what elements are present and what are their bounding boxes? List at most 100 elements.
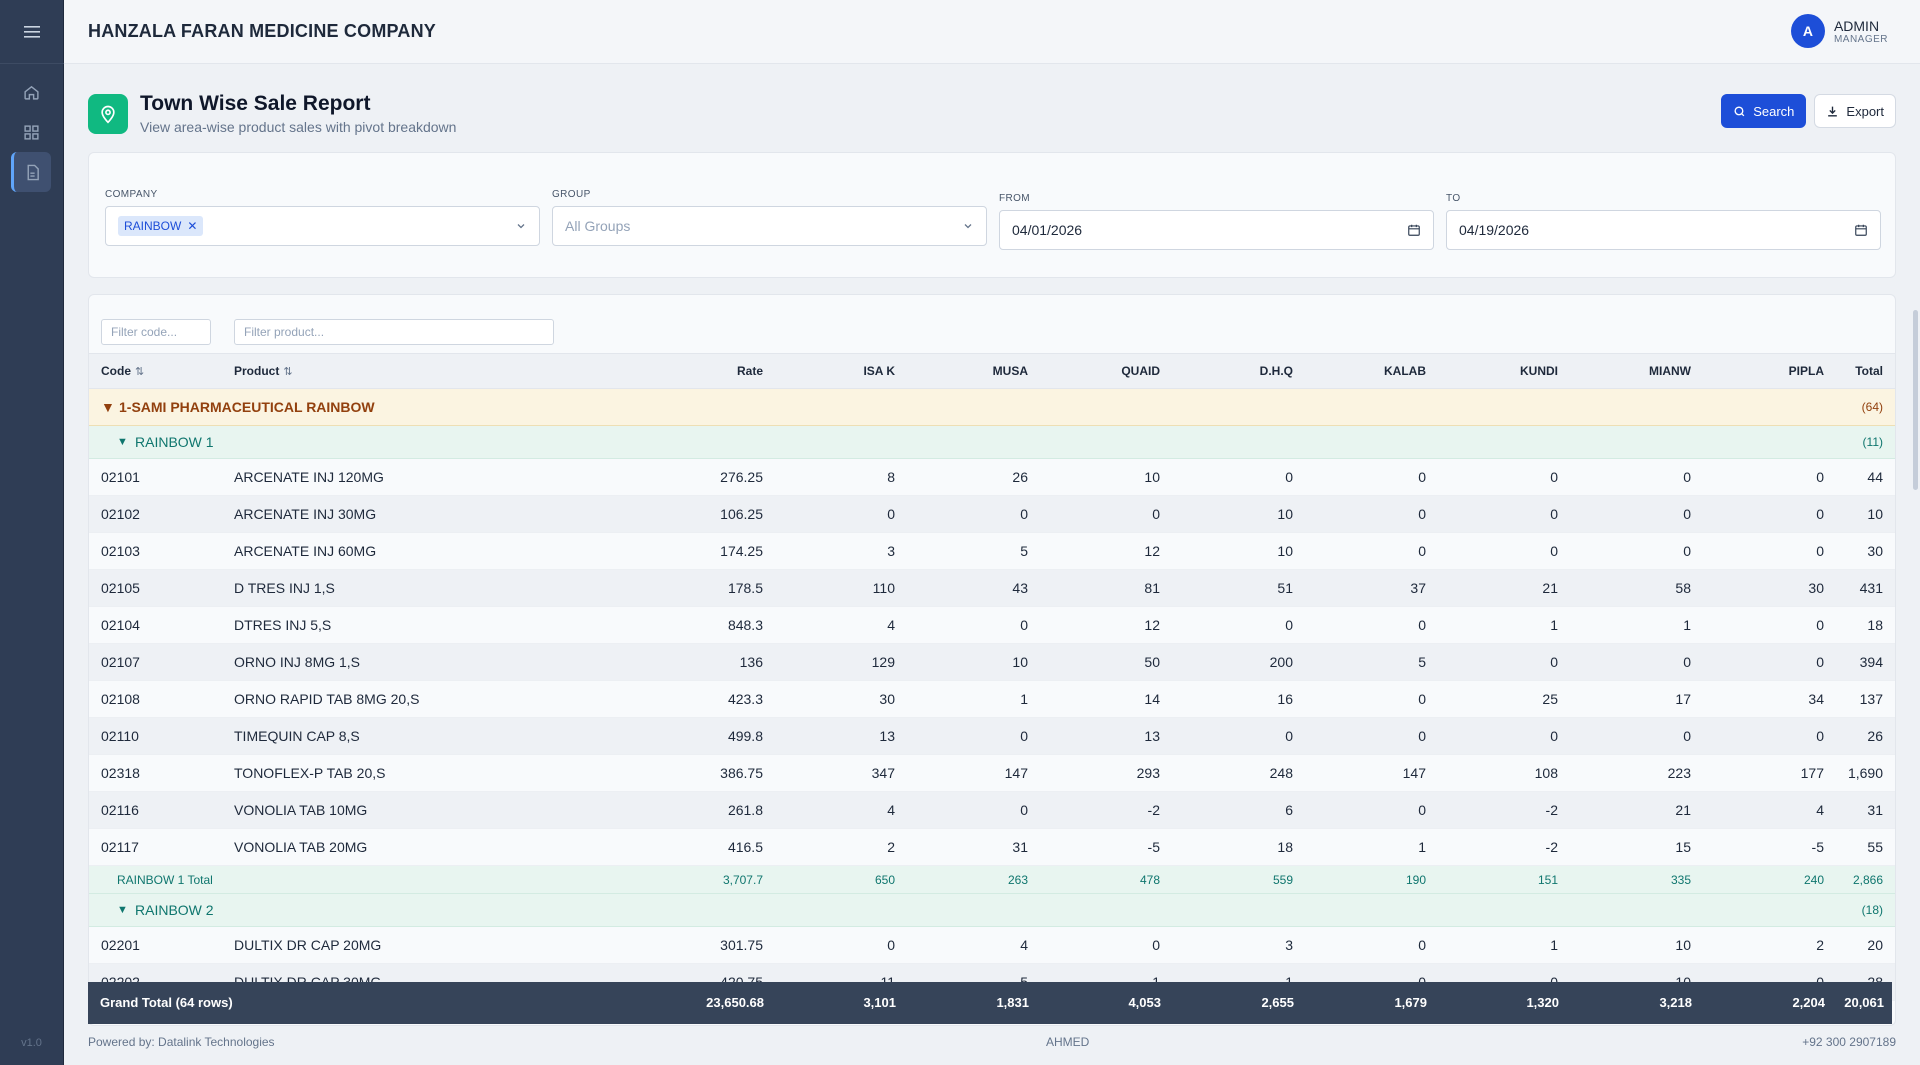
header-total: Total (1855, 364, 1883, 378)
company-chip-label: RAINBOW (124, 219, 182, 233)
table-row[interactable]: 02117 VONOLIA TAB 20MG 416.5 2 31 -5 18 1 -2 15 -5… (89, 829, 1895, 866)
cell-total: 31 (1867, 802, 1883, 818)
calendar-icon[interactable] (1854, 223, 1868, 237)
filter-product-input[interactable]: Filter product... (234, 319, 554, 345)
cell-total: 10 (1867, 506, 1883, 522)
company-group-row[interactable]: ▼ 1-SAMI PHARMACEUTICAL RAINBOW (64) (89, 389, 1895, 426)
cell-isak: 8 (887, 469, 895, 485)
group-name: RAINBOW 2 (135, 902, 214, 918)
cell-product: D TRES INJ 1,S (234, 580, 335, 596)
cell-kundi: 1 (1550, 937, 1558, 953)
cell-product: ORNO RAPID TAB 8MG 20,S (234, 691, 420, 707)
grand-total-label: Grand Total (64 rows) (100, 995, 233, 1010)
table-row[interactable]: 02318 TONOFLEX-P TAB 20,S 386.75 347 147 293 2… (89, 755, 1895, 792)
cell-isak: 347 (871, 765, 895, 781)
calendar-icon[interactable] (1407, 223, 1421, 237)
header-product[interactable]: Product ⇅ (234, 364, 293, 378)
download-icon (1828, 106, 1838, 117)
table-row[interactable]: 02201 DULTIX DR CAP 20MG 301.75 0 4 0 3 0 1 10 2 20 (89, 927, 1895, 964)
cell-isak: 2 (887, 839, 895, 855)
search-icon (1734, 105, 1745, 116)
table-row[interactable]: 02107 ORNO INJ 8MG 1,S 136 129 10 50 200 5 0 0 0 39… (89, 644, 1895, 681)
table-row[interactable]: 02116 VONOLIA TAB 10MG 261.8 4 0 -2 6 0 -2 21 4 31 (89, 792, 1895, 829)
cell-total: 394 (1859, 654, 1883, 670)
cell-musa: 0 (1020, 802, 1028, 818)
cell-rate: 499.8 (727, 728, 763, 744)
sidebar-item-dashboard[interactable] (12, 112, 52, 152)
sidebar: v1.0 (0, 0, 64, 1065)
cell-pipla: 0 (1816, 617, 1824, 633)
cell-kalab: 0 (1418, 728, 1426, 744)
table-row[interactable]: 02108 ORNO RAPID TAB 8MG 20,S 423.3 30 1 14 16… (89, 681, 1895, 718)
sort-icon[interactable]: ⇅ (135, 366, 145, 378)
cell-total: 1,690 (1847, 765, 1883, 781)
cell-pipla: 0 (1816, 469, 1824, 485)
collapse-triangle-icon[interactable]: ▼ (101, 399, 115, 415)
cell-mianw: 1 (1683, 617, 1691, 633)
chip-remove-icon[interactable]: ✕ (187, 219, 198, 233)
group-name: RAINBOW 1 (135, 434, 214, 450)
cell-product: ARCENATE INJ 60MG (234, 543, 377, 559)
cell-quaid: 13 (1144, 728, 1160, 744)
table-row[interactable]: 02110 TIMEQUIN CAP 8,S 499.8 13 0 13 0 0 0 0 0 26 (89, 718, 1895, 755)
user-menu[interactable]: A ADMIN MANAGER (1790, 14, 1888, 48)
cell-quaid: 10 (1144, 469, 1160, 485)
grand-total-musa: 1,831 (996, 995, 1029, 1010)
cell-code: 02108 (101, 691, 140, 707)
cell-product: TONOFLEX-P TAB 20,S (234, 765, 386, 781)
cell-rate: 106.25 (720, 506, 763, 522)
sidebar-item-reports[interactable] (10, 152, 51, 192)
collapse-triangle-icon[interactable]: ▼ (117, 904, 128, 916)
cell-mianw: 0 (1683, 543, 1691, 559)
header-code[interactable]: Code ⇅ (101, 364, 145, 378)
table-row[interactable]: 02102 ARCENATE INJ 30MG 106.25 0 0 0 10 0 0 0 0 10 (89, 496, 1895, 533)
company-chip[interactable]: RAINBOW ✕ (118, 216, 204, 236)
cell-mianw: 58 (1675, 580, 1691, 596)
cell-pipla: 0 (1816, 543, 1824, 559)
cell-total: 18 (1867, 617, 1883, 633)
export-button[interactable]: Export (1814, 94, 1896, 128)
collapse-triangle-icon[interactable]: ▼ (117, 436, 128, 448)
cell-musa: 0 (1020, 617, 1028, 633)
table-row[interactable]: 02101 ARCENATE INJ 120MG 276.25 8 26 10 0 0 0 0 0 4… (89, 459, 1895, 496)
subtotal-kalab: 190 (1405, 872, 1426, 887)
cell-isak: 30 (879, 691, 895, 707)
table-row[interactable]: 02103 ARCENATE INJ 60MG 174.25 3 5 12 10 0 0 0 0 30 (89, 533, 1895, 570)
location-pin-icon (88, 93, 128, 134)
cell-kundi: 21 (1542, 580, 1558, 596)
grid-icon (24, 124, 39, 140)
grand-total-kundi: 1,320 (1526, 995, 1559, 1010)
export-button-label: Export (1846, 103, 1884, 119)
to-date-value: 04/19/2026 (1459, 222, 1530, 238)
cell-dhq: 0 (1285, 728, 1293, 744)
search-button-label: Search (1753, 103, 1795, 119)
group-select[interactable]: All Groups (552, 206, 987, 246)
from-date-input[interactable]: 04/01/2026 (999, 210, 1434, 250)
cell-total: 26 (1867, 728, 1883, 744)
group-row-rainbow-2[interactable]: ▼ RAINBOW 2 (18) (89, 894, 1895, 927)
cell-isak: 4 (887, 802, 895, 818)
cell-pipla: 0 (1816, 728, 1824, 744)
group-row-rainbow-1[interactable]: ▼ RAINBOW 1 (11) (89, 426, 1895, 459)
grand-total-kalab: 1,679 (1394, 995, 1427, 1010)
cell-total: 137 (1859, 691, 1883, 707)
grand-total-dhq: 2,655 (1261, 995, 1294, 1010)
subtotal-label: RAINBOW 1 Total (117, 872, 213, 887)
search-button[interactable]: Search (1721, 94, 1807, 128)
cell-isak: 129 (871, 654, 895, 670)
table-row[interactable]: 02104 DTRES INJ 5,S 848.3 4 0 12 0 0 1 1 0 18 (89, 607, 1895, 644)
cell-rate: 848.3 (727, 617, 763, 633)
cell-kalab: 0 (1418, 691, 1426, 707)
table-scrollbar[interactable] (1913, 310, 1918, 490)
cell-dhq: 6 (1285, 802, 1293, 818)
group-1-subtotal-row: RAINBOW 1 Total 3,707.7 650 263 478 559 190 151… (89, 866, 1895, 894)
to-date-input[interactable]: 04/19/2026 (1446, 210, 1881, 250)
company-select[interactable]: RAINBOW ✕ (105, 206, 540, 246)
sort-icon[interactable]: ⇅ (283, 366, 293, 378)
table-row[interactable]: 02105 D TRES INJ 1,S 178.5 110 43 81 51 37 21 58 3… (89, 570, 1895, 607)
menu-toggle-button[interactable] (0, 0, 64, 64)
sidebar-item-home[interactable] (12, 72, 52, 112)
cell-rate: 301.75 (720, 937, 763, 953)
filter-code-input[interactable]: Filter code... (101, 319, 211, 345)
group-placeholder: All Groups (565, 218, 631, 234)
